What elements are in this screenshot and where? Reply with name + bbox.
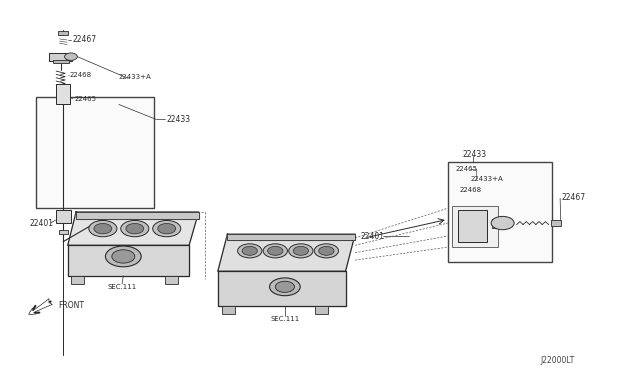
- Text: 22401: 22401: [361, 231, 385, 241]
- Bar: [49, 52, 72, 61]
- Bar: [448, 162, 552, 262]
- Circle shape: [106, 246, 141, 267]
- Text: 22433: 22433: [463, 150, 486, 159]
- Circle shape: [158, 224, 175, 234]
- Text: FRONT: FRONT: [58, 301, 84, 310]
- Polygon shape: [76, 212, 198, 219]
- Text: 22433: 22433: [167, 115, 191, 124]
- Text: J22000LT: J22000LT: [540, 356, 575, 365]
- Bar: [165, 276, 177, 284]
- Circle shape: [112, 250, 135, 263]
- Circle shape: [491, 217, 514, 230]
- Text: SEC.111: SEC.111: [270, 316, 300, 322]
- Bar: [551, 220, 561, 227]
- Bar: [58, 32, 68, 35]
- Bar: [492, 219, 504, 228]
- Bar: [53, 60, 69, 63]
- Circle shape: [121, 221, 149, 237]
- Circle shape: [263, 244, 287, 258]
- Text: 22433+A: 22433+A: [470, 176, 503, 182]
- Bar: [452, 206, 497, 247]
- Text: 22465: 22465: [456, 166, 477, 172]
- Circle shape: [94, 224, 112, 234]
- Bar: [59, 230, 68, 234]
- Text: 22467: 22467: [561, 193, 586, 202]
- Bar: [315, 307, 328, 314]
- Circle shape: [269, 278, 300, 296]
- Circle shape: [237, 244, 262, 258]
- Polygon shape: [218, 271, 346, 307]
- Text: 22468: 22468: [460, 187, 481, 193]
- Text: 22465: 22465: [74, 96, 96, 102]
- Bar: [56, 84, 70, 105]
- Polygon shape: [68, 212, 198, 245]
- Polygon shape: [227, 234, 355, 240]
- Polygon shape: [68, 245, 189, 276]
- Polygon shape: [218, 234, 355, 271]
- Circle shape: [153, 221, 180, 237]
- Text: 22468: 22468: [70, 72, 92, 78]
- Text: 22433+A: 22433+A: [119, 74, 152, 80]
- Bar: [222, 307, 235, 314]
- Circle shape: [289, 244, 313, 258]
- Circle shape: [65, 53, 77, 60]
- Circle shape: [275, 281, 294, 292]
- Circle shape: [314, 244, 339, 258]
- Bar: [56, 210, 71, 223]
- Bar: [458, 210, 487, 241]
- Text: 22467: 22467: [72, 35, 97, 44]
- Bar: [71, 276, 84, 284]
- Text: 22401: 22401: [29, 219, 53, 228]
- Circle shape: [319, 246, 334, 255]
- Circle shape: [126, 224, 144, 234]
- Circle shape: [293, 246, 308, 255]
- Circle shape: [89, 221, 117, 237]
- Circle shape: [242, 246, 257, 255]
- Text: SEC.111: SEC.111: [108, 284, 137, 290]
- Bar: [36, 97, 154, 208]
- Circle shape: [268, 246, 283, 255]
